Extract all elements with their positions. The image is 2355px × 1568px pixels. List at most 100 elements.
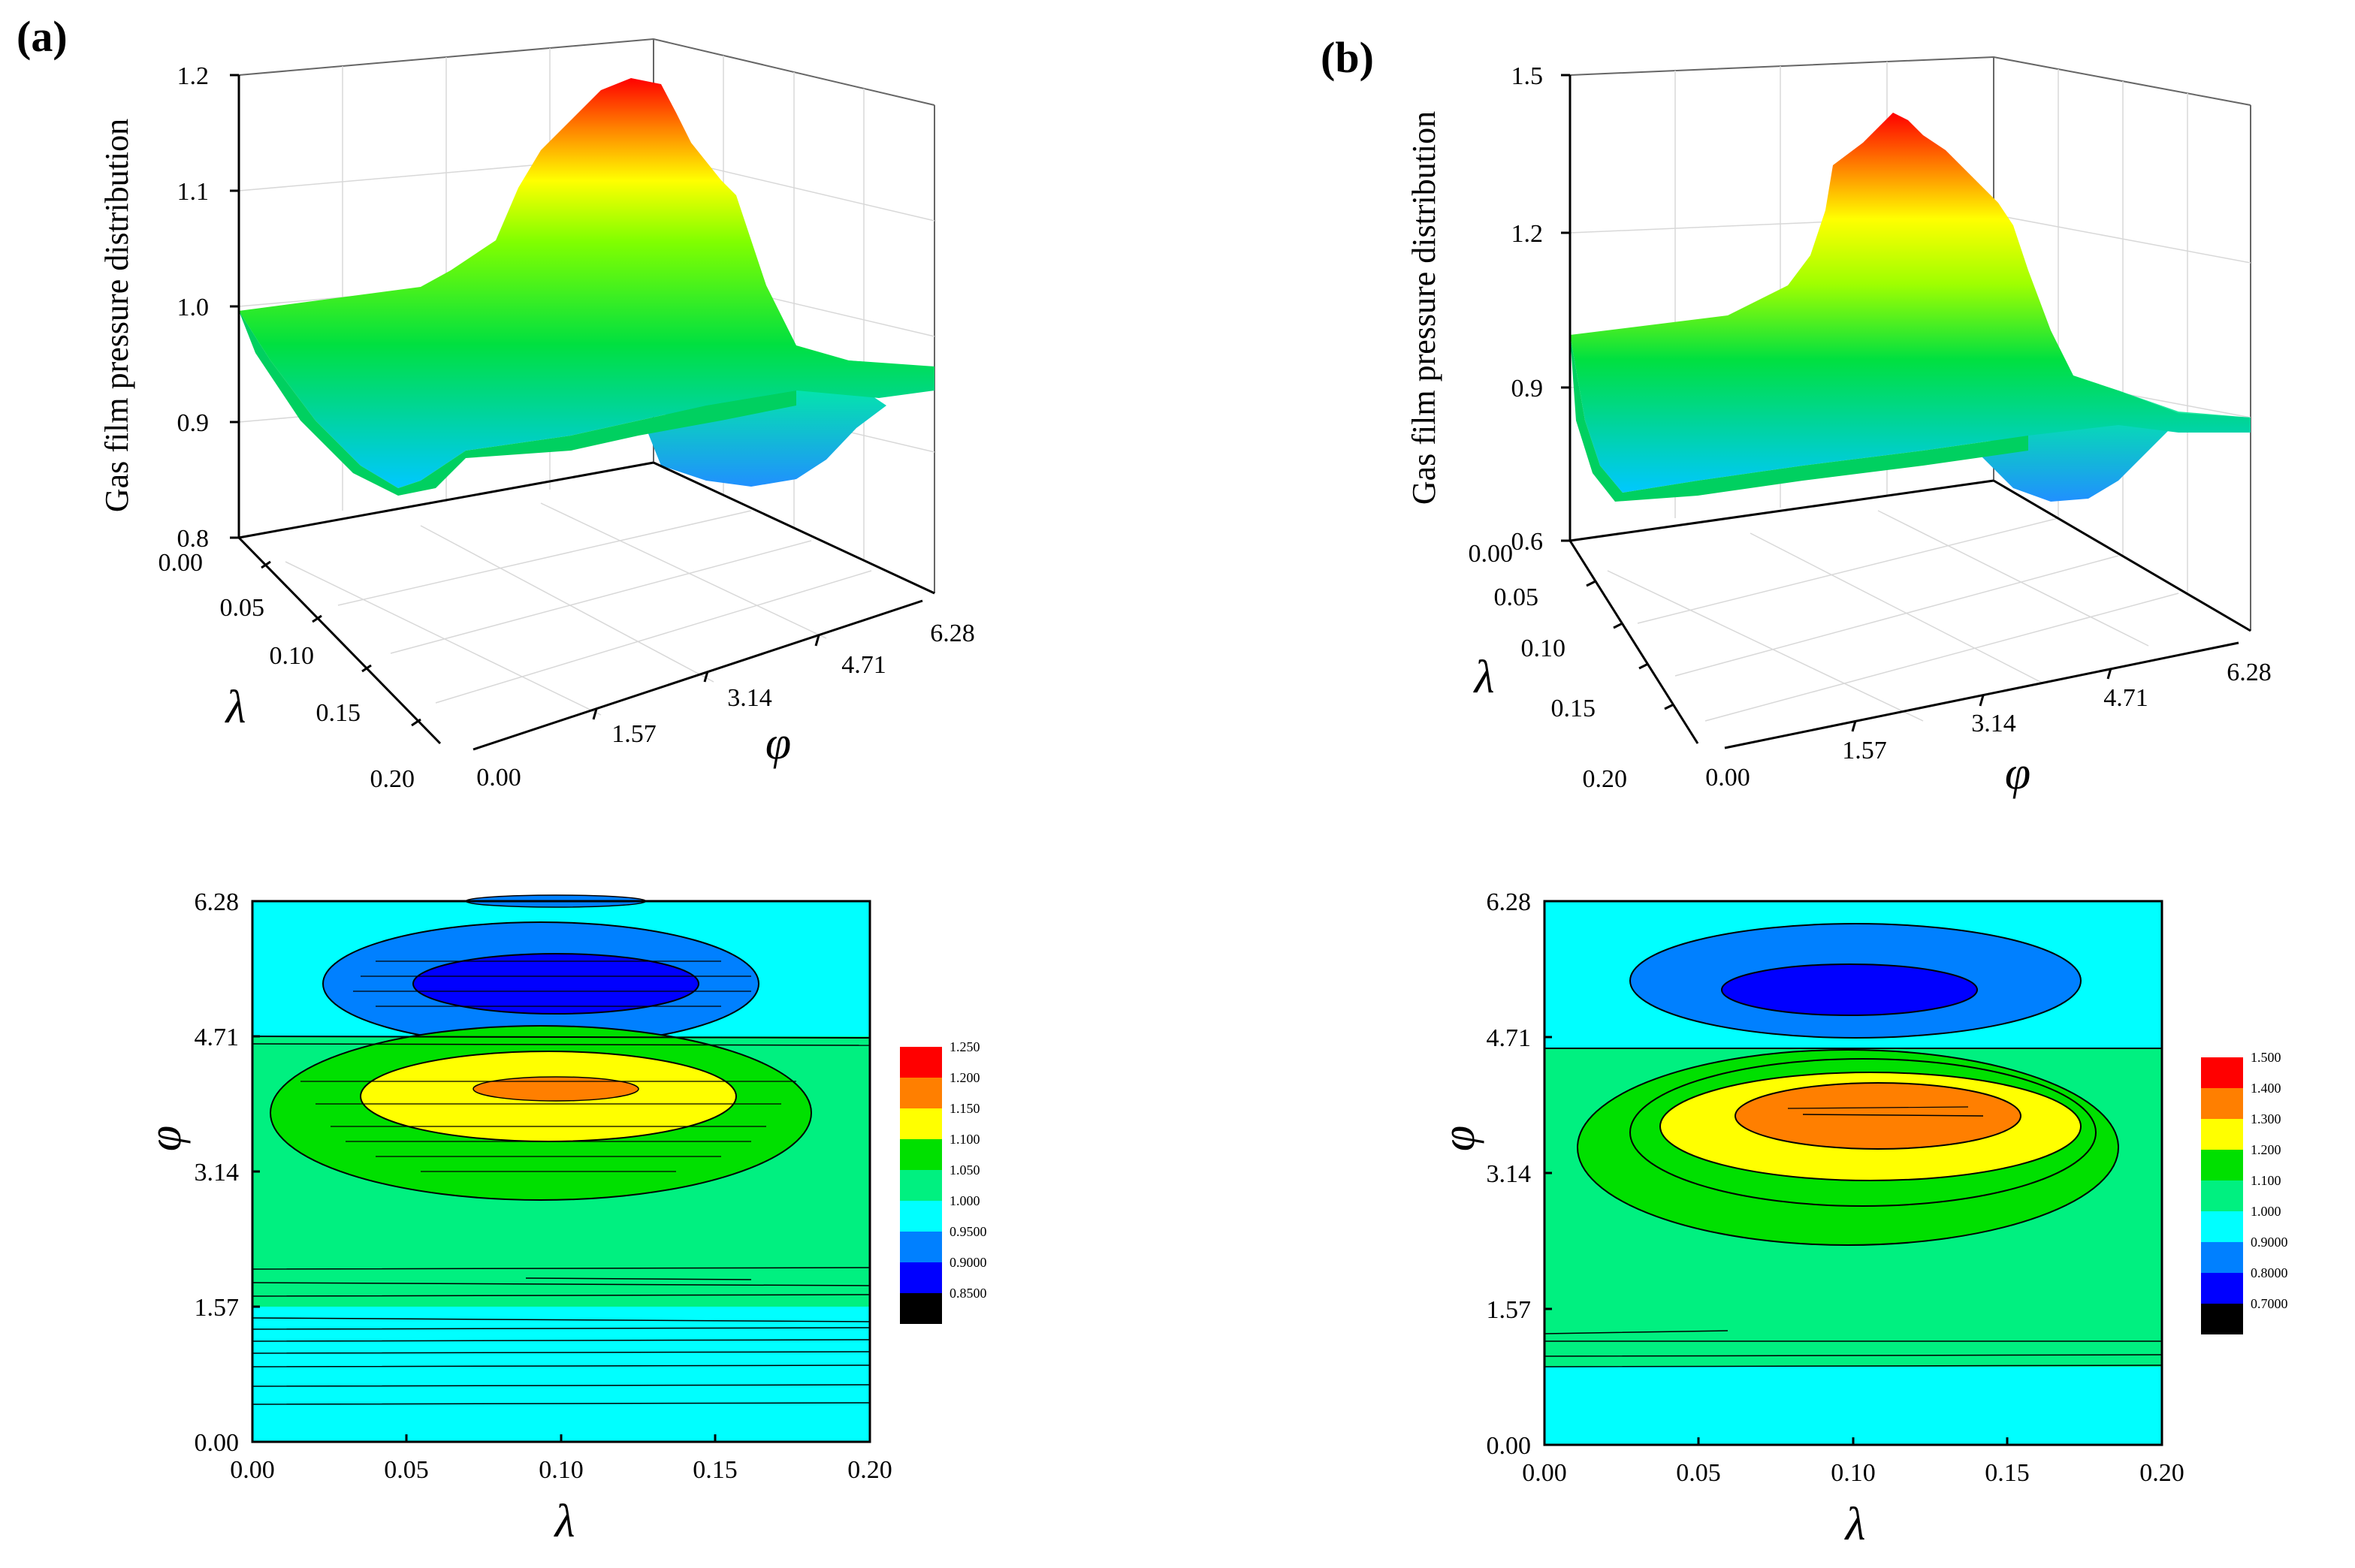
surface-a-lambda-tick: 0.15 <box>316 699 361 727</box>
contour-a-blob-1.2 <box>473 1076 639 1102</box>
legend-label: 1.200 <box>2251 1142 2281 1157</box>
surface-a-z-tick: 0.9 <box>177 409 210 437</box>
surface-a-lambda-tick: 0.20 <box>370 765 415 793</box>
legend-swatch <box>900 1139 942 1170</box>
contour-a-y-tick: 0.00 <box>195 1429 240 1457</box>
contour-b-blob-1.4 <box>1735 1082 2021 1150</box>
surface-b-z-label: Gas film pressure distribution <box>1405 111 1442 505</box>
panel-letter-b: (b) <box>1321 33 1374 82</box>
surface-plot-b: (b) <box>1321 33 2272 799</box>
surface-b-lambda-label: λ <box>1473 652 1495 703</box>
legend-label: 1.250 <box>950 1039 980 1054</box>
legend-swatch <box>900 1201 942 1232</box>
surface-a-lambda-tick: 0.00 <box>159 549 204 577</box>
contour-a-fill <box>252 894 871 1442</box>
contour-b-blob-0.8 <box>1721 963 1978 1016</box>
contour-a-x-label: λ <box>554 1496 575 1547</box>
surface-a-z-tick: 1.0 <box>177 294 210 321</box>
surface-b-lambda-tick: 0.05 <box>1494 583 1539 611</box>
surface-a-phi-tick: 0.00 <box>476 764 521 792</box>
legend-swatch <box>900 1170 942 1201</box>
surface-b-phi-label: φ <box>2005 748 2030 799</box>
legend-swatch <box>2201 1242 2243 1273</box>
contour-b-x-tick: 0.05 <box>1676 1459 1721 1487</box>
contour-b-x-tick: 0.00 <box>1522 1459 1567 1487</box>
legend-swatch <box>2201 1119 2243 1150</box>
legend-label: 1.000 <box>2251 1204 2281 1219</box>
legend-label: 0.9000 <box>2251 1235 2288 1250</box>
surface-a-axes: 1.2 1.1 1.0 0.9 0.8 Gas film pressure di… <box>98 62 975 793</box>
surface-a-phi-tick: 4.71 <box>841 651 886 679</box>
contour-a-y-tick: 3.14 <box>195 1159 240 1187</box>
surface-b-phi-tick: 3.14 <box>1971 710 2016 737</box>
legend-swatch <box>2201 1211 2243 1242</box>
surface-b-phi-tick: 1.57 <box>1842 737 1887 764</box>
surface-a-z-label: Gas film pressure distribution <box>98 119 135 512</box>
surface-a-lambda-tick: 0.05 <box>220 594 265 622</box>
contour-b-y-tick: 3.14 <box>1487 1160 1532 1188</box>
legend-swatch <box>900 1232 942 1262</box>
contour-b-x-tick: 0.10 <box>1831 1459 1876 1487</box>
surface-a-lambda-tick: 0.10 <box>270 642 315 670</box>
legend-label: 1.500 <box>2251 1050 2281 1065</box>
surface-b-lambda-ticks: 0.00 0.05 0.10 0.15 0.20 λ <box>1469 540 1674 793</box>
legend-label: 1.100 <box>2251 1173 2281 1188</box>
contour-b-x-axis: 0.00 0.05 0.10 0.15 0.20 λ <box>1522 1437 2184 1550</box>
surface-b-lambda-tick: 0.00 <box>1469 540 1514 568</box>
contour-b-legend: 1.500 1.400 1.300 1.200 1.100 1.000 0.9000 0.80… <box>2201 1050 2288 1334</box>
surface-a-z-ticks: 1.2 1.1 1.0 0.9 0.8 <box>177 62 239 553</box>
surface-a-lambda-ticks: 0.00 0.05 0.10 0.15 0.20 λ <box>159 549 421 793</box>
contour-a-x-tick: 0.15 <box>693 1456 738 1484</box>
surface-b-lambda-tick: 0.15 <box>1551 695 1596 722</box>
surface-a-phi-tick: 3.14 <box>727 684 772 712</box>
surface-plot-a: (a) <box>17 12 975 793</box>
contour-a-y-label: φ <box>140 1126 191 1151</box>
surface-b-phi-tick: 0.00 <box>1705 764 1750 792</box>
surface-b-z-tick: 0.6 <box>1511 528 1544 556</box>
legend-swatch <box>2201 1181 2243 1211</box>
legend-label: 1.050 <box>950 1162 980 1178</box>
contour-b-x-tick: 0.15 <box>1985 1459 2030 1487</box>
panel-letter-a: (a) <box>17 12 68 61</box>
contour-a-x-axis: 0.00 0.05 0.10 0.15 0.20 λ <box>230 1434 892 1547</box>
legend-swatch <box>900 1047 942 1078</box>
surface-b-z-tick: 0.9 <box>1511 375 1544 403</box>
surface-b-axes: 1.5 1.2 0.9 0.6 Gas film pressure distri… <box>1405 62 2272 799</box>
contour-b-y-axis: 0.00 1.57 3.14 4.71 6.28 φ <box>1433 888 1552 1460</box>
contour-a-blob-0.85 <box>412 953 699 1015</box>
legend-label: 0.9000 <box>950 1255 987 1270</box>
contour-b-y-label: φ <box>1433 1126 1484 1151</box>
legend-label: 0.8000 <box>2251 1265 2288 1280</box>
contour-a-y-tick: 1.57 <box>195 1294 240 1322</box>
surface-b-z-tick: 1.5 <box>1511 62 1544 90</box>
contour-a-y-axis: 0.00 1.57 3.14 4.71 6.28 φ <box>140 888 260 1457</box>
contour-a-y-tick: 4.71 <box>195 1024 240 1051</box>
legend-label: 0.9500 <box>950 1224 987 1239</box>
legend-swatch <box>900 1108 942 1139</box>
surface-a-mesh <box>239 78 934 496</box>
surface-a-z-tick: 1.1 <box>177 178 210 206</box>
contour-a-x-tick: 0.05 <box>384 1456 429 1484</box>
surface-b-phi-tick: 6.28 <box>2227 659 2272 686</box>
legend-label: 1.150 <box>950 1101 980 1116</box>
legend-swatch <box>900 1293 942 1324</box>
contour-a-legend: 1.250 1.200 1.150 1.100 1.050 1.000 0.9500 0.90… <box>900 1039 987 1324</box>
legend-swatch <box>2201 1273 2243 1304</box>
contour-a-x-tick: 0.20 <box>847 1456 892 1484</box>
legend-label: 1.200 <box>950 1070 980 1085</box>
surface-a-phi-tick: 6.28 <box>930 620 975 647</box>
contour-b-fill <box>1544 901 2163 1445</box>
legend-swatch <box>2201 1304 2243 1334</box>
contour-a-x-tick: 0.00 <box>230 1456 275 1484</box>
contour-a-x-tick: 0.10 <box>539 1456 584 1484</box>
surface-a-z-tick: 0.8 <box>177 525 210 553</box>
surface-b-phi-tick: 4.71 <box>2103 684 2148 712</box>
legend-swatch <box>2201 1088 2243 1119</box>
surface-a-phi-tick: 1.57 <box>611 720 657 748</box>
contour-b-y-tick: 0.00 <box>1487 1432 1532 1460</box>
surface-a-z-tick: 1.2 <box>177 62 210 90</box>
contour-a-y-tick: 6.28 <box>195 888 240 916</box>
surface-b-mesh <box>1570 113 2251 502</box>
legend-swatch <box>900 1262 942 1293</box>
legend-swatch <box>2201 1150 2243 1181</box>
